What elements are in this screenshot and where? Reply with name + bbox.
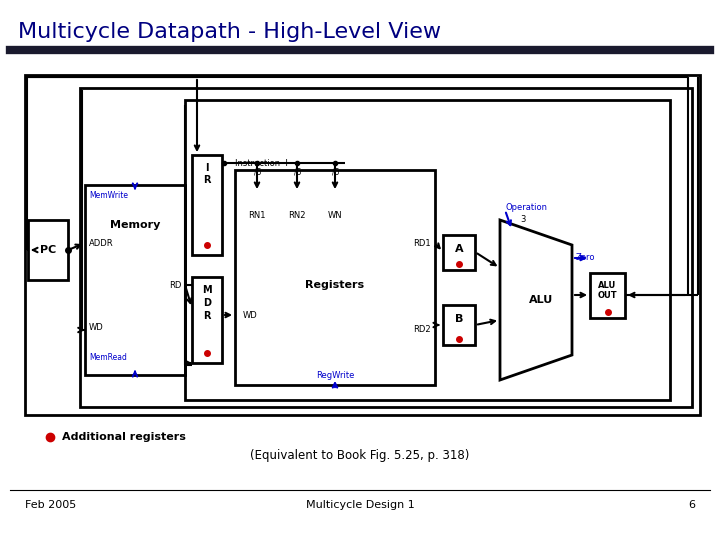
Text: A: A <box>455 244 463 254</box>
Text: B: B <box>455 314 463 324</box>
Text: M: M <box>202 285 212 295</box>
Text: RD1: RD1 <box>413 239 431 247</box>
Text: /5: /5 <box>332 167 340 177</box>
Text: WD: WD <box>243 310 258 320</box>
Text: /5: /5 <box>254 167 261 177</box>
Text: Operation: Operation <box>505 204 547 213</box>
Text: Additional registers: Additional registers <box>62 432 186 442</box>
Text: I: I <box>205 163 209 173</box>
Text: 6: 6 <box>688 500 695 510</box>
Bar <box>443 305 475 345</box>
Bar <box>235 170 435 385</box>
Bar <box>185 100 670 400</box>
Text: RD2: RD2 <box>413 326 431 334</box>
Text: D: D <box>203 298 211 308</box>
Text: RegWrite: RegWrite <box>316 372 354 381</box>
Text: R: R <box>203 175 211 185</box>
Bar <box>192 277 222 363</box>
Text: ALU: ALU <box>529 295 553 305</box>
Text: R: R <box>203 311 211 321</box>
Text: RN1: RN1 <box>248 211 266 219</box>
Bar <box>85 185 185 375</box>
Bar <box>443 235 475 270</box>
Text: Zero: Zero <box>576 253 595 262</box>
Text: 3: 3 <box>520 215 526 225</box>
Text: WN: WN <box>328 211 342 219</box>
Text: Registers: Registers <box>305 280 364 290</box>
Text: RN2: RN2 <box>288 211 306 219</box>
Bar <box>590 273 625 318</box>
Text: /5: /5 <box>294 167 302 177</box>
Text: Multicycle Design 1: Multicycle Design 1 <box>305 500 415 510</box>
Text: Instruction  I: Instruction I <box>235 159 288 167</box>
Text: RD: RD <box>168 280 181 289</box>
Text: MemRead: MemRead <box>89 354 127 362</box>
Text: Memory: Memory <box>110 220 160 230</box>
Bar <box>25 75 700 415</box>
Text: Multicycle Datapath - High-Level View: Multicycle Datapath - High-Level View <box>18 22 441 42</box>
Text: ADDR: ADDR <box>89 239 114 247</box>
Text: WD: WD <box>89 323 104 333</box>
Text: ALU: ALU <box>598 280 616 289</box>
Bar <box>28 220 68 280</box>
Text: (Equivalent to Book Fig. 5.25, p. 318): (Equivalent to Book Fig. 5.25, p. 318) <box>251 449 469 462</box>
Bar <box>192 155 222 255</box>
Text: OUT: OUT <box>598 291 617 300</box>
Bar <box>80 88 692 407</box>
Text: MemWrite: MemWrite <box>89 192 128 200</box>
Text: Feb 2005: Feb 2005 <box>25 500 76 510</box>
Text: PC: PC <box>40 245 56 255</box>
